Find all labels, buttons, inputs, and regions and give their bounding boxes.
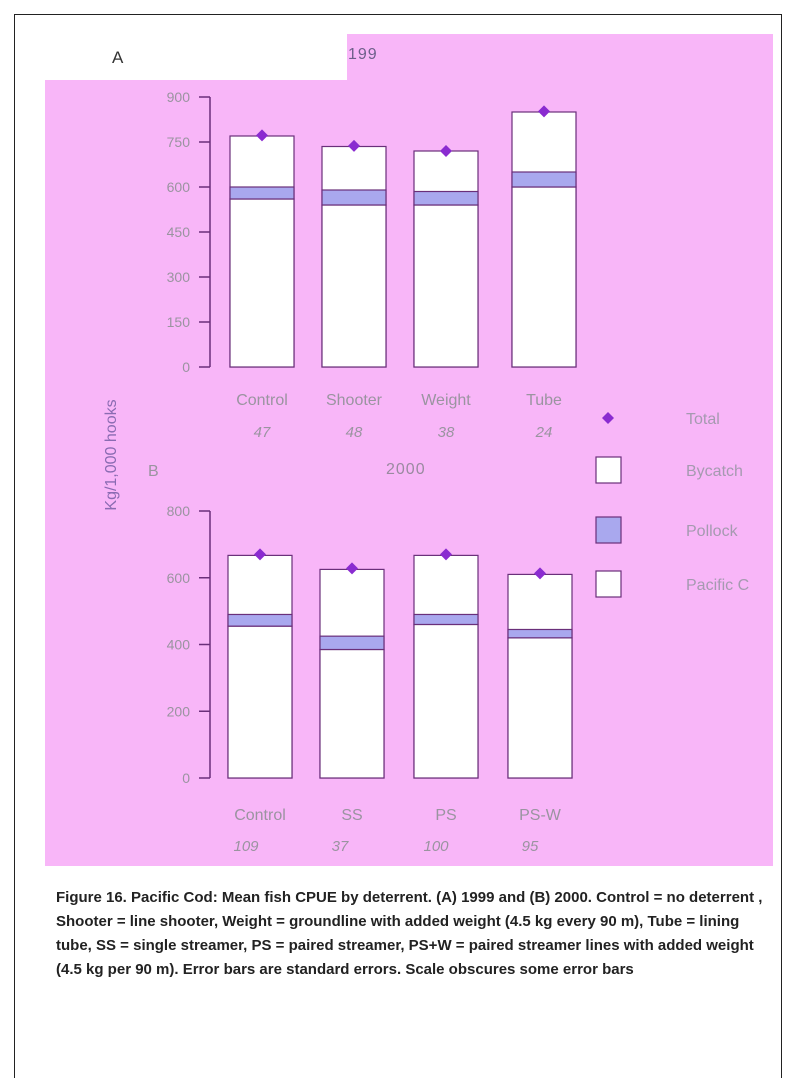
panel-b-bar-pollock [319,635,385,651]
plot-background [45,34,773,866]
legend-label: Total [686,411,720,428]
panel-a-header-strip [45,34,347,80]
panel-a-sample-size: 38 [438,424,455,441]
legend-label: Pollock [686,523,739,540]
frame-top-border [14,14,782,15]
panel-b-bar-pacific-cod [413,623,479,779]
panel-b-y-tick-label: 0 [182,770,190,786]
panel-b-total-marker [440,548,452,561]
panel-a-bar-pollock [413,190,479,206]
legend-swatch [595,456,622,484]
legend-swatch [595,516,622,544]
panel-b-category-label: PS [435,807,456,824]
panel-a-bar-pollock [321,189,387,206]
panel-a-letter: A [112,48,124,67]
panel-a-total-marker [538,105,550,118]
panel-b-bar-pacific-cod [319,648,385,779]
panel-a-category-label: Tube [526,392,562,409]
panel-a-y-tick-label: 450 [167,224,191,240]
panel-b-total-marker [254,548,266,561]
panel-a-total-marker [440,145,452,157]
panel-b-bar-pacific-cod [507,637,573,779]
panel-a-bar-pollock [229,186,295,200]
panel-a-total-marker [348,139,360,152]
panel-a-sample-size: 24 [535,424,553,441]
legend-label: Bycatch [686,463,743,480]
panel-b-total-marker [534,567,546,580]
panel-b-sample-size: 95 [522,838,539,855]
panel-b-total-marker [346,562,358,575]
panel-b-bar-pollock [227,613,293,627]
panel-b-y-tick-label: 800 [167,503,191,519]
legend-total-swatch [602,412,614,424]
panel-a-total-marker [256,129,268,142]
panel-b-y-tick-label: 400 [167,637,191,653]
panel-b-y-tick-label: 600 [167,570,191,586]
panel-b-year: 2000 [386,461,426,478]
panel-b-letter: B [148,463,159,480]
panel-b-sample-size: 100 [423,838,449,855]
panel-b-y-tick-label: 200 [167,703,191,719]
panel-a-bar-pollock [511,171,577,188]
panel-a-sample-size: 47 [254,424,271,441]
panel-b-bar-pollock [413,613,479,626]
panel-b-sample-size: 109 [233,838,259,855]
chart-canvas: 0 150 300 450 600 750 900 Control 47 Shooter 48 Wei… [167,89,749,855]
panel-b-category-label: SS [341,807,362,824]
panel-b-category-label: PS-W [519,807,562,824]
panel-a-y-tick-label: 600 [167,179,191,195]
panel-a-bar-pacific-cod [511,186,577,368]
panel-a-y-tick-label: 150 [167,314,191,330]
panel-a-y-tick-label: 750 [167,134,191,150]
panel-a-category-label: Weight [421,392,471,409]
panel-a-y-tick-label: 900 [167,89,191,105]
panel-b-sample-size: 37 [332,838,349,855]
panel-a-y-tick-label: 300 [167,269,191,285]
panel-a-y-tick-label: 0 [182,359,190,375]
panel-a-sample-size: 48 [346,424,363,441]
panel-a-category-label: Shooter [326,392,383,409]
panel-a-bar-pacific-cod [229,198,295,368]
panel-a-bar-pacific-cod [413,204,479,368]
legend-swatch [595,570,622,598]
frame-left-border [14,14,15,1078]
panel-a-year: 199 [348,46,378,63]
panel-a-category-label: Control [236,392,288,409]
panel-b-category-label: Control [234,807,286,824]
panel-b-bar-pollock [507,628,573,639]
panel-a-bar-pacific-cod [321,204,387,368]
figure-caption: Figure 16. Pacific Cod: Mean fish CPUE b… [56,889,763,978]
panel-b-bar-pacific-cod [227,625,293,779]
frame-right-border [781,14,782,1078]
legend-label: Pacific C [686,577,749,594]
